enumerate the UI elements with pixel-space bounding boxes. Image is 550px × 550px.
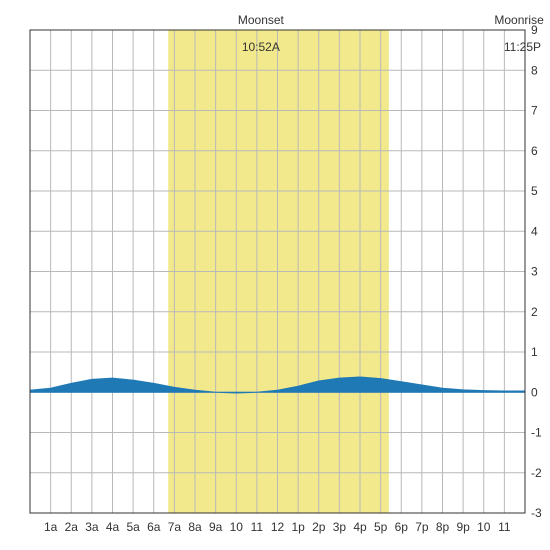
x-tick-label: 5a	[126, 520, 140, 534]
y-tick-label: 4	[531, 224, 538, 238]
x-tick-label: 1a	[44, 520, 58, 534]
x-tick-label: 4a	[106, 520, 120, 534]
moonset-title: Moonset	[238, 13, 284, 27]
x-tick-label: 10	[477, 520, 491, 534]
y-tick-label: 5	[531, 184, 538, 198]
x-tick-label: 11	[498, 520, 511, 534]
x-tick-label: 9a	[209, 520, 223, 534]
y-tick-label: 0	[531, 385, 538, 399]
y-tick-label: 3	[531, 265, 538, 279]
x-tick-label: 1p	[291, 520, 305, 534]
x-tick-label: 8a	[188, 520, 202, 534]
x-tick-label: 7p	[415, 520, 429, 534]
chart-svg: -3-2-101234567891a2a3a4a5a6a7a8a9a101112…	[0, 0, 550, 550]
x-tick-label: 7a	[168, 520, 182, 534]
y-tick-label: 1	[531, 345, 538, 359]
y-tick-label: 6	[531, 144, 538, 158]
moonset-time: 10:52A	[242, 40, 280, 54]
x-tick-label: 8p	[436, 520, 450, 534]
x-tick-label: 4p	[353, 520, 367, 534]
y-tick-label: -2	[531, 466, 542, 480]
x-axis-labels: 1a 2a 3a 4a 5a 6a 7a 8a 9a 10 11 12 1p 2p 3p 4p 5p 6p 7p 8p…	[44, 520, 511, 534]
x-tick-label: 5p	[374, 520, 388, 534]
tide-chart: -3-2-101234567891a2a3a4a5a6a7a8a9a101112…	[0, 0, 550, 550]
y-tick-label: -1	[531, 426, 542, 440]
moonset-label: Moonset 10:52A	[224, 0, 284, 69]
x-tick-label: 2a	[65, 520, 79, 534]
y-tick-label: 2	[531, 305, 538, 319]
x-tick-label: 6p	[395, 520, 409, 534]
x-tick-label: 10	[230, 520, 244, 534]
moonrise-label: Moonrise 11:25P	[481, 0, 541, 69]
moonrise-title: Moonrise	[494, 13, 543, 27]
moonrise-time: 11:25P	[504, 40, 541, 54]
x-tick-label: 6a	[147, 520, 161, 534]
x-tick-label: 9p	[456, 520, 470, 534]
x-tick-label: 11	[251, 520, 264, 534]
x-tick-label: 12	[271, 520, 285, 534]
y-tick-label: -3	[531, 506, 542, 520]
x-tick-label: 3a	[85, 520, 99, 534]
y-tick-label: 7	[531, 104, 538, 118]
x-tick-label: 3p	[333, 520, 347, 534]
x-tick-label: 2p	[312, 520, 326, 534]
